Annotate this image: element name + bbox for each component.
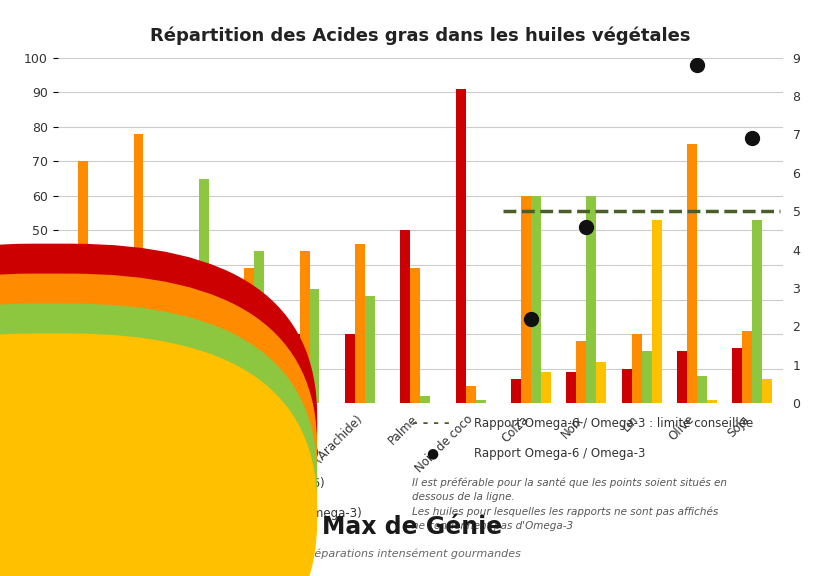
Bar: [762, 379, 772, 403]
Bar: [355, 244, 365, 403]
Bar: [244, 268, 254, 403]
Text: - - - -: - - - -: [412, 416, 450, 430]
Text: ●: ●: [427, 446, 438, 460]
Bar: [521, 196, 531, 403]
Bar: [531, 196, 541, 403]
Bar: [697, 376, 707, 403]
Text: Acide linoléique (poly-insaturé Omega-6): Acide linoléique (poly-insaturé Omega-6): [82, 477, 325, 490]
Bar: [133, 134, 143, 403]
Bar: [733, 348, 742, 403]
Bar: [300, 251, 310, 403]
Text: Acide alpha-linoléique (poly-insaturé Omega-3): Acide alpha-linoléique (poly-insaturé Om…: [82, 507, 363, 520]
Bar: [420, 396, 430, 403]
Text: Il est préférable pour la santé que les points soient situés en
dessous de la li: Il est préférable pour la santé que les …: [412, 478, 727, 530]
Text: Rapport Omega-6 / Omega-3: Rapport Omega-6 / Omega-3: [474, 447, 645, 460]
Bar: [143, 358, 153, 403]
Bar: [179, 362, 189, 403]
Bar: [475, 400, 485, 403]
Bar: [622, 369, 632, 403]
Bar: [707, 400, 717, 403]
Bar: [456, 89, 466, 403]
Bar: [124, 376, 133, 403]
Text: Rapport Omega-6 / Omega-3 : limite conseillée: Rapport Omega-6 / Omega-3 : limite conse…: [474, 417, 753, 430]
Bar: [652, 220, 662, 403]
Bar: [400, 230, 410, 403]
Bar: [466, 386, 475, 403]
Bar: [677, 351, 687, 403]
Bar: [254, 251, 265, 403]
Bar: [632, 334, 642, 403]
Bar: [365, 296, 375, 403]
Bar: [410, 268, 420, 403]
Title: Répartition des Acides gras dans les huiles végétales: Répartition des Acides gras dans les hui…: [150, 26, 691, 45]
Text: Préparations intensément gourmandes: Préparations intensément gourmandes: [303, 549, 521, 559]
Bar: [345, 334, 355, 403]
Bar: [576, 341, 587, 403]
Bar: [752, 220, 762, 403]
Text: Acide gras Saturés: Acide gras Saturés: [82, 417, 193, 430]
Bar: [88, 327, 98, 403]
Bar: [597, 362, 606, 403]
Bar: [642, 351, 652, 403]
Bar: [566, 372, 576, 403]
Bar: [511, 379, 521, 403]
Bar: [587, 196, 597, 403]
Text: Max de Génie: Max de Génie: [322, 515, 502, 539]
Bar: [310, 289, 320, 403]
Bar: [541, 372, 551, 403]
Bar: [742, 331, 752, 403]
Bar: [234, 351, 244, 403]
Bar: [189, 331, 199, 403]
Text: Acide oléique (mono-insaturé Omega-9): Acide oléique (mono-insaturé Omega-9): [82, 447, 320, 460]
Bar: [68, 376, 78, 403]
Bar: [687, 144, 697, 403]
Bar: [78, 161, 88, 403]
Bar: [289, 334, 300, 403]
Bar: [199, 179, 208, 403]
